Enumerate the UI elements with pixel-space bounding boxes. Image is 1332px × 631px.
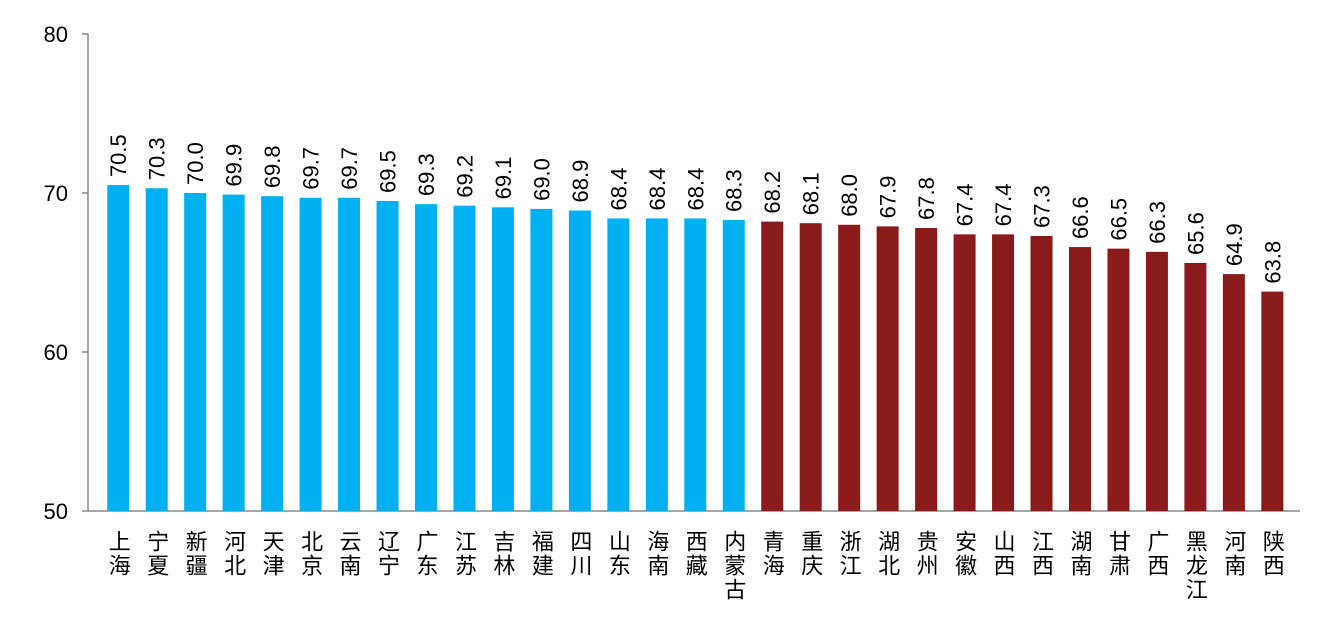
- bar: [299, 197, 322, 511]
- bar: [799, 223, 822, 511]
- value-label: 69.7: [337, 147, 362, 190]
- bar: [338, 197, 361, 511]
- bar: [376, 200, 399, 511]
- bar: [530, 208, 553, 511]
- bar: [222, 194, 245, 511]
- x-tick-label: 重庆: [798, 530, 823, 578]
- value-label: 69.7: [299, 147, 324, 190]
- x-tick-label: 广西: [1144, 530, 1169, 578]
- bar: [1222, 274, 1245, 511]
- x-tick-label: 宁夏: [144, 530, 169, 578]
- x-tick-label: 江苏: [452, 530, 477, 578]
- bar: [915, 227, 938, 512]
- bar: [1030, 235, 1053, 511]
- value-label: 67.4: [953, 184, 978, 227]
- value-label: 68.0: [837, 174, 862, 217]
- x-tick-label: 北京: [298, 530, 323, 578]
- value-label: 66.5: [1106, 198, 1131, 241]
- value-label: 67.9: [876, 176, 901, 219]
- x-tick-label: 山东: [606, 530, 631, 578]
- y-tick-label: 70: [44, 181, 68, 206]
- value-label: 70.5: [106, 134, 131, 177]
- x-tick-label: 新疆: [183, 530, 208, 578]
- x-tick-label: 黑龙江: [1183, 530, 1208, 602]
- value-label: 68.3: [722, 169, 747, 212]
- x-tick-label: 河南: [1221, 530, 1246, 578]
- bar: [1184, 262, 1207, 511]
- bar: [722, 220, 745, 511]
- value-label: 69.5: [376, 150, 401, 193]
- value-label: 69.0: [529, 158, 554, 201]
- y-tick-label: 50: [44, 499, 68, 524]
- x-tick-label: 山西: [991, 530, 1016, 578]
- x-tick-label: 福建: [529, 530, 554, 578]
- x-tick-label: 甘肃: [1106, 530, 1131, 578]
- value-label: 67.3: [1030, 185, 1055, 228]
- bar: [761, 221, 784, 511]
- x-tick-label: 西藏: [683, 530, 708, 578]
- bar: [684, 218, 707, 511]
- value-label: 69.2: [452, 155, 477, 198]
- x-tick-label: 辽宁: [375, 530, 400, 578]
- x-tick-label: 安徽: [952, 530, 977, 578]
- bar: [261, 196, 284, 511]
- x-tick-label: 上海: [106, 530, 131, 578]
- bar: [1261, 291, 1284, 511]
- y-tick-label: 60: [44, 340, 68, 365]
- x-tick-label: 江西: [1029, 530, 1054, 578]
- value-label: 67.4: [991, 184, 1016, 227]
- x-tick-label: 海南: [644, 530, 669, 578]
- x-tick-label: 浙江: [837, 530, 862, 578]
- value-label: 69.8: [260, 145, 285, 188]
- x-tick-label: 广东: [413, 530, 438, 578]
- bar: [1107, 248, 1130, 511]
- x-tick-label: 贵州: [914, 530, 939, 578]
- bar: [145, 188, 168, 512]
- bar: [568, 210, 591, 512]
- bar: [1145, 251, 1168, 511]
- value-label: 66.3: [1145, 201, 1170, 244]
- x-tick-label: 四川: [567, 530, 592, 578]
- value-label: 63.8: [1260, 241, 1285, 284]
- x-tick-label: 湖北: [875, 530, 900, 578]
- x-tick-label: 河北: [221, 530, 246, 578]
- value-label: 69.3: [414, 153, 439, 196]
- bar: [107, 185, 130, 512]
- x-tick-label: 内蒙古: [721, 530, 746, 602]
- bar: [953, 234, 976, 511]
- x-tick-label: 天津: [260, 530, 285, 578]
- value-label: 68.4: [645, 168, 670, 211]
- bar: [414, 204, 437, 511]
- value-label: 69.1: [491, 156, 516, 199]
- y-tick-label: 80: [44, 22, 68, 47]
- value-label: 67.8: [914, 177, 939, 220]
- bar: [992, 234, 1015, 511]
- bar: [838, 224, 861, 512]
- value-label: 68.1: [799, 172, 824, 215]
- value-label: 66.6: [1068, 196, 1093, 239]
- bar: [491, 207, 514, 511]
- bar: [1068, 247, 1091, 511]
- value-label: 70.0: [183, 142, 208, 185]
- value-label: 64.9: [1222, 223, 1247, 266]
- value-label: 65.6: [1183, 212, 1208, 255]
- bar: [876, 226, 899, 511]
- x-tick-label: 青海: [760, 530, 785, 578]
- bar: [453, 205, 476, 511]
- value-label: 68.4: [683, 168, 708, 211]
- x-tick-label: 陕西: [1260, 530, 1285, 578]
- value-label: 68.2: [760, 171, 785, 214]
- bar: [607, 218, 630, 511]
- bar: [645, 218, 668, 511]
- value-label: 70.3: [145, 137, 170, 180]
- x-tick-label: 吉林: [490, 530, 515, 578]
- x-tick-label: 云南: [337, 530, 362, 578]
- value-label: 69.9: [222, 144, 247, 187]
- value-label: 68.9: [568, 160, 593, 203]
- value-label: 68.4: [606, 168, 631, 211]
- bar: [184, 193, 207, 511]
- x-tick-label: 湖南: [1067, 530, 1092, 578]
